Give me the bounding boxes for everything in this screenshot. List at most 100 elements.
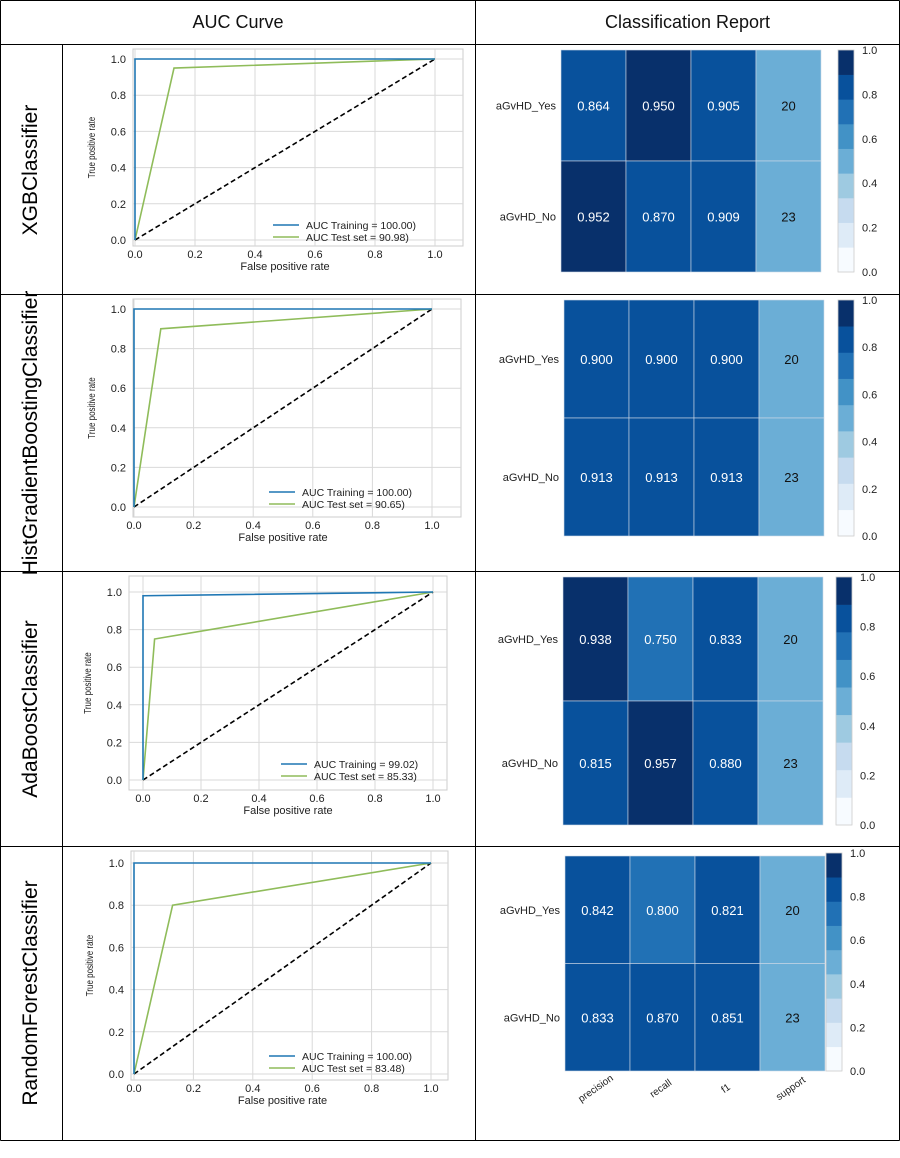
roc-y-tick-label: 0.8	[109, 900, 124, 912]
report-cell-value: 0.909	[707, 210, 740, 225]
report-cell-value: 20	[781, 99, 795, 114]
colorbar-tick-label: 0.8	[850, 892, 865, 904]
colorbar-frame	[837, 299, 855, 537]
roc-y-axis-label: True positive rate	[86, 117, 97, 178]
report-cell-value: 0.833	[709, 632, 742, 647]
report-row-label: aGvHD_Yes	[498, 634, 559, 646]
roc-y-axis-label: True positive rate	[82, 652, 93, 713]
roc-x-tick-label: 0.8	[364, 1083, 379, 1095]
colorbar-segment	[838, 483, 854, 511]
report-cell	[562, 576, 629, 702]
roc-x-tick-label: 0.6	[305, 1083, 320, 1095]
report-heatmap-randomforest: 0.842 0.800 0.821 20 aGvHD_Yes 0.833 0.870 0.85…	[500, 848, 865, 1105]
colorbar-segment	[836, 577, 852, 605]
roc-test-curve	[133, 862, 432, 1075]
colorbar-segment	[838, 50, 854, 75]
colorbar-segment	[826, 901, 842, 926]
roc-legend-train-label: AUC Training = 99.02)	[314, 759, 418, 771]
roc-x-axis-label: False positive rate	[240, 261, 329, 273]
roc-x-tick-label: 0.6	[309, 793, 324, 805]
colorbar-tick-label: 0.8	[862, 89, 877, 101]
report-cell-value: 0.913	[645, 470, 678, 485]
report-heatmap-xgb: 0.864 0.950 0.905 20 aGvHD_Yes 0.952 0.870 0.90…	[496, 45, 877, 279]
colorbar-frame	[835, 576, 853, 826]
colorbar-tick-label: 0.2	[860, 770, 875, 782]
colorbar-segment	[838, 124, 854, 149]
roc-y-tick-label: 0.6	[107, 662, 122, 674]
report-cell	[694, 963, 761, 1072]
report-cell	[625, 160, 692, 273]
report-row-label: aGvHD_Yes	[500, 905, 561, 917]
roc-chart-xgb: 0.00.0 0.2 0.2 0.4 0.4 0.6 0.6 0.8 0.8 1.0 1.0 Fals…	[86, 48, 464, 273]
roc-x-tick-label: 0.8	[365, 520, 380, 532]
roc-x-axis-label: False positive rate	[238, 1095, 327, 1107]
colorbar-segment	[838, 457, 854, 484]
roc-x-tick-label: 0.4	[251, 793, 266, 805]
colorbar-tick-label: 1.0	[860, 572, 875, 584]
colorbar-tick-label: 1.0	[862, 295, 877, 307]
report-cell-value: 23	[783, 756, 797, 771]
roc-y-axis-label: True positive rate	[86, 377, 97, 438]
roc-x-tick-label: 0.6	[305, 520, 320, 532]
report-cell	[563, 417, 630, 537]
roc-x-tick-label: 0.2	[193, 793, 208, 805]
roc-y-tick-label: 0.0	[109, 1069, 124, 1081]
report-column-label: precision	[577, 1073, 616, 1105]
report-cell-value: 23	[785, 1010, 799, 1025]
report-cell	[692, 700, 759, 826]
colorbar-segment	[836, 742, 852, 771]
report-cell-value: 23	[781, 210, 795, 225]
roc-x-tick-label: 0.2	[187, 249, 202, 261]
roc-x-tick-label: 0.4	[246, 520, 261, 532]
report-cell-value: 23	[784, 470, 798, 485]
roc-y-tick-label: 1.0	[111, 304, 126, 316]
roc-x-axis-label: False positive rate	[243, 805, 332, 817]
report-cell	[694, 855, 761, 964]
model-label-histgb: HistGradientBoostingClassifier	[19, 290, 42, 576]
colorbar-tick-label: 0.6	[862, 389, 877, 401]
roc-legend-train-label: AUC Training = 100.00)	[302, 487, 412, 499]
colorbar-segment	[836, 632, 852, 660]
roc-chart-randomforest: 0.00.0 0.2 0.2 0.4 0.4 0.6 0.6 0.8 0.8 1.0 1.0 Fals…	[84, 850, 449, 1107]
colorbar-frame	[825, 852, 843, 1072]
roc-x-tick-label: 0.2	[186, 520, 201, 532]
report-cell-value: 0.957	[644, 756, 677, 771]
colorbar-tick-label: 0.0	[850, 1066, 865, 1078]
roc-x-tick-label: 1.0	[423, 1083, 438, 1095]
report-cell	[690, 49, 757, 162]
report-cell-value: 0.913	[710, 470, 743, 485]
colorbar-segment	[836, 687, 852, 716]
report-column-label: f1	[719, 1082, 733, 1096]
colorbar-segment	[838, 247, 854, 273]
colorbar-segment	[836, 769, 852, 798]
colorbar-tick-label: 0.4	[862, 178, 877, 190]
colorbar-segment	[838, 352, 854, 379]
colorbar-segment	[838, 74, 854, 100]
roc-plot-area	[132, 298, 462, 518]
colorbar-tick-label: 0.6	[850, 935, 865, 947]
report-cell	[693, 299, 760, 419]
report-cell	[564, 855, 631, 964]
report-cell-value: 20	[784, 352, 798, 367]
roc-legend-train-label: AUC Training = 100.00)	[302, 1051, 412, 1063]
roc-test-curve	[134, 58, 436, 241]
roc-y-tick-label: 0.6	[111, 383, 126, 395]
roc-chart-adaboost: 0.0 0.0 0.2 0.2 0.4 0.4 0.6 0.6 0.8 0.8 1.0 1.0 Fals…	[82, 575, 448, 817]
report-cell-value: 0.800	[646, 903, 679, 918]
report-cell	[562, 700, 629, 826]
report-row-label: aGvHD_No	[500, 212, 556, 224]
colorbar-segment	[838, 99, 854, 125]
colorbar-segment	[826, 974, 842, 999]
report-heatmap-histgb: 0.900 0.900 0.900 20 aGvHD_Yes 0.913 0.913 0.91…	[499, 295, 877, 543]
roc-train-curve	[133, 862, 431, 1074]
colorbar-tick-label: 1.0	[862, 45, 877, 57]
colorbar-tick-label: 0.8	[860, 622, 875, 634]
report-cell	[627, 576, 694, 702]
roc-y-tick-label: 1.0	[109, 858, 124, 870]
colorbar-tick-label: 0.4	[862, 437, 877, 449]
report-cell	[693, 417, 760, 537]
report-column-label: recall	[648, 1078, 674, 1101]
report-cell	[690, 160, 757, 273]
roc-x-tick-label: 1.0	[427, 249, 442, 261]
report-cell-value: 0.900	[645, 352, 678, 367]
